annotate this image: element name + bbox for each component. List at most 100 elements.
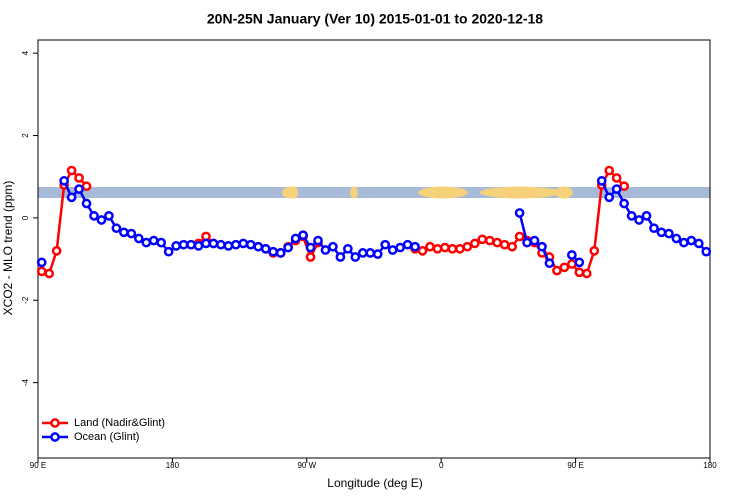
data-point <box>201 238 211 249</box>
data-point <box>216 239 226 250</box>
data-point <box>604 165 615 176</box>
data-point <box>634 215 644 225</box>
legend-marker <box>50 432 60 442</box>
data-point <box>611 173 622 183</box>
data-point <box>567 250 577 260</box>
data-point <box>469 238 480 249</box>
data-point <box>275 248 286 258</box>
data-point <box>171 241 181 251</box>
y-tick-label: 2 <box>21 133 30 138</box>
map-strip <box>38 186 710 199</box>
data-point <box>66 192 77 203</box>
data-point <box>567 259 577 269</box>
data-point <box>126 228 137 239</box>
data-point <box>574 267 585 278</box>
data-point <box>626 210 637 221</box>
data-point <box>514 208 525 218</box>
chart-title: 20N-25N January (Ver 10) 2015-01-01 to 2… <box>207 11 543 27</box>
data-point <box>66 165 77 176</box>
data-point <box>208 238 219 249</box>
data-point <box>679 237 689 248</box>
data-point <box>141 237 152 248</box>
data-point <box>163 246 174 257</box>
data-point <box>507 241 517 252</box>
data-point <box>320 245 331 255</box>
data-point <box>484 235 495 246</box>
y-axis-label: XCO2 - MLO trend (ppm) <box>1 181 15 316</box>
data-point <box>686 235 697 246</box>
data-point <box>231 239 241 250</box>
data-point <box>514 231 525 242</box>
data-point <box>596 175 607 186</box>
data-point <box>305 252 316 262</box>
data-point <box>649 223 659 234</box>
data-point <box>350 252 361 262</box>
data-point <box>641 210 652 221</box>
data-point <box>156 237 167 248</box>
data-point <box>245 239 256 250</box>
data-point <box>96 215 107 225</box>
land-patch <box>350 186 358 199</box>
data-point <box>178 239 189 250</box>
land-patch <box>292 186 298 199</box>
x-tick-label: 90 E <box>567 461 583 470</box>
data-point <box>193 241 204 251</box>
data-point <box>537 241 547 252</box>
data-point <box>604 192 615 203</box>
data-point <box>425 241 435 252</box>
data-point <box>335 252 346 262</box>
data-point <box>119 227 129 238</box>
data-point <box>529 235 540 246</box>
data-point <box>223 241 234 251</box>
land-patch <box>418 186 468 199</box>
data-point <box>74 173 84 183</box>
x-tick-label: 180 <box>703 461 717 470</box>
legend-label: Land (Nadir&Glint) <box>74 417 165 429</box>
ocean-strip <box>38 187 710 198</box>
data-point <box>544 258 555 269</box>
data-point <box>417 246 428 256</box>
data-point <box>581 268 592 279</box>
data-point <box>44 268 55 279</box>
data-point <box>36 266 47 277</box>
data-point <box>51 246 62 256</box>
land-patch <box>480 186 560 199</box>
data-point <box>328 241 338 252</box>
data-point <box>619 181 629 192</box>
data-point <box>656 227 667 238</box>
data-point <box>290 233 301 244</box>
data-point <box>693 238 704 249</box>
data-point <box>611 184 622 194</box>
x-tick-label: 90 E <box>30 461 46 470</box>
land-patch <box>555 186 573 199</box>
data-point <box>133 233 144 244</box>
data-point <box>365 248 376 258</box>
data-point <box>305 242 316 253</box>
data-point <box>589 246 600 256</box>
x-axis-label: Longitude (deg E) <box>327 476 422 490</box>
data-point <box>148 235 159 246</box>
data-point <box>253 241 264 252</box>
data-point <box>260 243 271 254</box>
data-point <box>81 181 92 192</box>
data-point <box>410 241 420 252</box>
data-point <box>559 262 570 273</box>
data-point <box>619 198 629 209</box>
data-point <box>89 210 99 221</box>
data-point <box>186 239 196 250</box>
data-point <box>104 210 114 221</box>
x-tick-label: 0 <box>439 461 444 470</box>
series-line <box>41 168 626 276</box>
data-point <box>59 175 69 186</box>
data-point <box>402 239 413 250</box>
data-point <box>313 235 323 246</box>
data-point <box>492 237 503 248</box>
legend-marker <box>50 418 60 428</box>
data-point <box>499 239 510 250</box>
data-point <box>447 243 458 254</box>
data-point <box>701 246 712 257</box>
data-point <box>552 265 562 276</box>
x-tick-label: 90 W <box>297 461 316 470</box>
data-point <box>477 234 488 245</box>
